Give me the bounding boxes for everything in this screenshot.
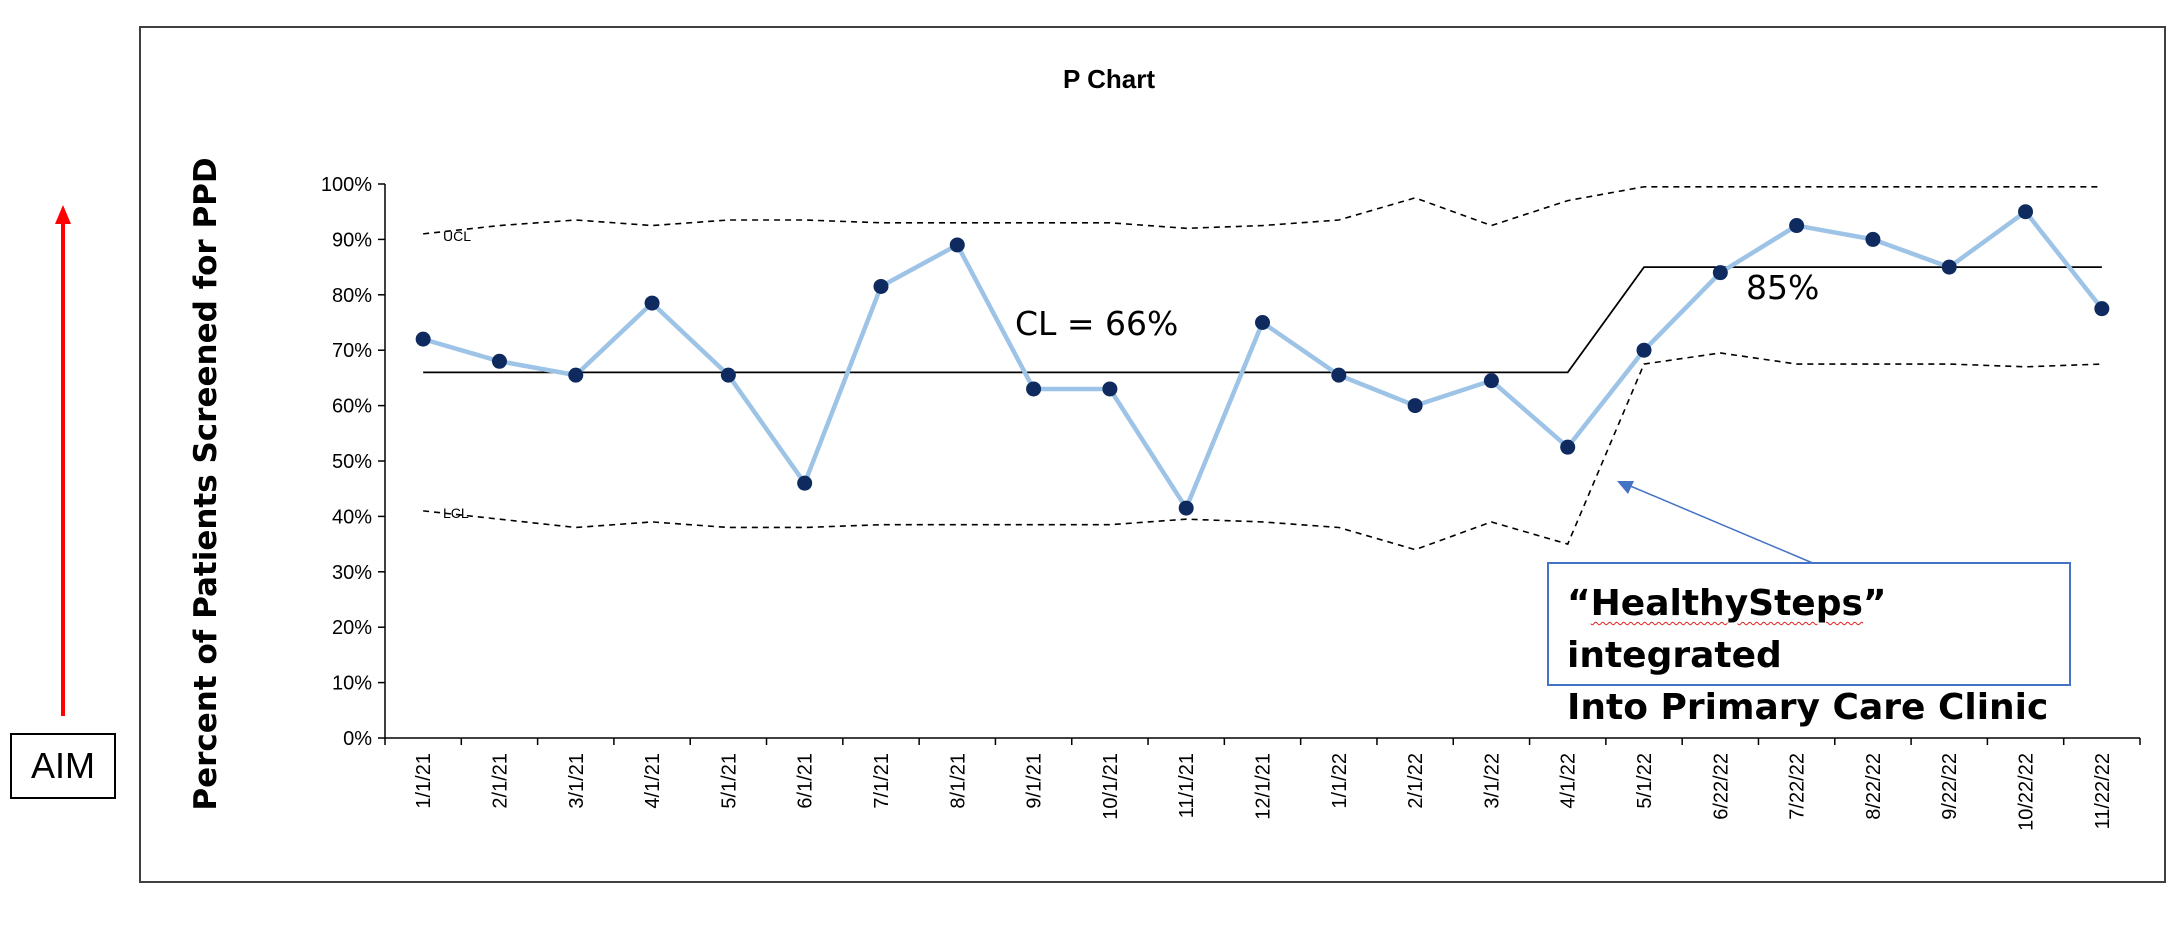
x-tick-label: 3/1/22 bbox=[1481, 753, 1503, 809]
chart-title: P Chart bbox=[1063, 64, 1155, 94]
callout-pointer bbox=[1627, 484, 1816, 565]
x-tick-label: 4/1/22 bbox=[1558, 753, 1580, 809]
ucl-line bbox=[423, 185, 2102, 235]
y-tick-label: 100% bbox=[321, 174, 372, 196]
y-tick-label: 90% bbox=[332, 229, 372, 251]
healthysteps-callout: “HealthySteps” integrated Into Primary C… bbox=[1547, 562, 2071, 728]
y-tick-label: 10% bbox=[332, 673, 372, 695]
x-tick-label: 10/1/21 bbox=[1100, 753, 1122, 820]
x-tick-label: 7/1/21 bbox=[871, 753, 893, 809]
x-tick-label: 8/22/22 bbox=[1863, 753, 1885, 820]
x-tick-label: 6/1/21 bbox=[795, 753, 817, 809]
data-point bbox=[415, 331, 431, 347]
data-point bbox=[720, 367, 736, 383]
x-tick-label: 3/1/21 bbox=[566, 753, 588, 809]
y-tick-label: 40% bbox=[332, 506, 372, 528]
x-tick-label: 2/1/21 bbox=[489, 753, 511, 809]
data-point bbox=[949, 237, 965, 253]
data-point bbox=[1026, 381, 1042, 397]
data-point bbox=[1255, 315, 1270, 330]
data-point bbox=[1712, 265, 1728, 281]
x-tick-label: 4/1/21 bbox=[642, 753, 664, 809]
x-tick-label: 9/1/21 bbox=[1024, 753, 1046, 809]
x-tick-label: 5/1/22 bbox=[1634, 753, 1656, 809]
data-point bbox=[1178, 500, 1194, 516]
x-tick-label: 1/1/22 bbox=[1329, 753, 1351, 809]
data-point bbox=[1865, 231, 1881, 247]
cl-85-label: 85% bbox=[1746, 268, 1819, 307]
x-tick-label: 2/1/22 bbox=[1405, 753, 1427, 809]
aim-label: AIM bbox=[10, 733, 116, 799]
lcl-line bbox=[423, 352, 2102, 551]
data-point bbox=[1483, 373, 1499, 389]
data-point bbox=[1789, 218, 1805, 234]
y-tick-label: 30% bbox=[332, 562, 372, 584]
data-point bbox=[873, 278, 889, 294]
data-point bbox=[1941, 259, 1957, 275]
y-tick-label: 70% bbox=[332, 340, 372, 362]
data-point bbox=[568, 367, 584, 383]
callout-quote-open: “ bbox=[1567, 583, 1591, 624]
lcl-label: LCL bbox=[443, 505, 469, 521]
y-tick-label: 50% bbox=[332, 451, 372, 473]
x-tick-label: 11/22/22 bbox=[2092, 753, 2114, 829]
x-tick-label: 1/1/21 bbox=[413, 753, 435, 809]
y-axis-label: Percent of Patients Screened for PPD bbox=[188, 157, 224, 810]
x-tick-label: 6/22/22 bbox=[1710, 753, 1732, 820]
cl-label: CL = 66% bbox=[1015, 304, 1178, 343]
data-point bbox=[2094, 301, 2110, 317]
data-point bbox=[797, 475, 813, 491]
callout-line-1: “HealthySteps” integrated bbox=[1567, 578, 2069, 682]
y-tick-label: 0% bbox=[343, 728, 372, 750]
y-tick-label: 20% bbox=[332, 617, 372, 639]
x-tick-label: 7/22/22 bbox=[1787, 753, 1809, 820]
x-tick-label: 5/1/21 bbox=[718, 753, 740, 809]
data-point bbox=[1331, 367, 1347, 383]
callout-healthysteps: HealthySteps bbox=[1590, 583, 1863, 624]
data-point bbox=[1407, 398, 1423, 414]
aim-arrow-head bbox=[55, 205, 71, 224]
x-tick-label: 10/22/22 bbox=[2016, 753, 2038, 831]
callout-pointer-head bbox=[1617, 481, 1634, 494]
x-tick-label: 8/1/21 bbox=[947, 753, 969, 809]
ucl-label: UCL bbox=[443, 228, 471, 244]
data-point bbox=[1636, 342, 1652, 358]
data-point bbox=[2018, 204, 2034, 220]
x-tick-label: 9/22/22 bbox=[1939, 753, 1961, 820]
y-tick-label: 80% bbox=[332, 285, 372, 307]
callout-line-2: Into Primary Care Clinic bbox=[1567, 687, 2049, 728]
x-tick-label: 11/1/21 bbox=[1176, 753, 1198, 818]
data-point bbox=[491, 353, 507, 369]
data-point bbox=[1102, 381, 1118, 397]
callout-line-1-rest: ” integrated bbox=[1567, 583, 1887, 676]
x-tick-label: 12/1/21 bbox=[1253, 753, 1275, 820]
data-point bbox=[1560, 439, 1576, 455]
center-line bbox=[423, 266, 2102, 374]
y-tick-label: 60% bbox=[332, 396, 372, 418]
data-point bbox=[644, 295, 660, 311]
